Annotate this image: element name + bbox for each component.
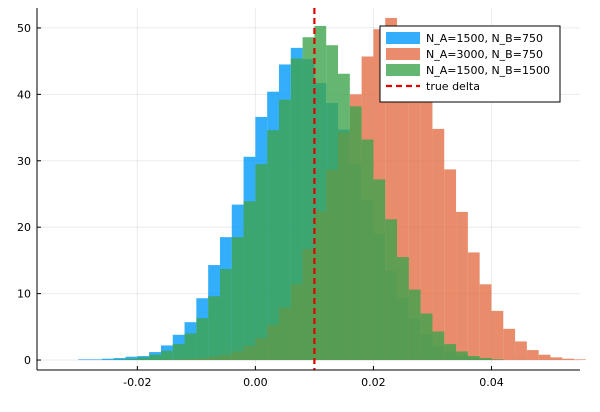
- x-tick-label: 0.04: [479, 376, 504, 389]
- histogram-bar: [444, 169, 457, 361]
- y-tick-label: 50: [17, 22, 31, 35]
- y-tick-label: 20: [17, 221, 31, 234]
- histogram-bar: [267, 130, 279, 361]
- legend-swatch: [386, 64, 420, 76]
- histogram-bar: [538, 354, 551, 361]
- histogram-bar: [184, 333, 197, 361]
- histogram-bar: [373, 179, 386, 361]
- histogram-bar: [208, 296, 220, 361]
- histogram-bar: [196, 318, 209, 361]
- histogram-bar: [290, 58, 303, 361]
- axes: [36, 8, 580, 371]
- histogram-bar: [467, 252, 480, 361]
- histogram-bar: [408, 59, 421, 361]
- histogram-bar: [231, 237, 244, 361]
- histogram-bar: [361, 139, 374, 361]
- legend-swatch: [386, 32, 420, 44]
- histogram-bar: [574, 359, 586, 361]
- histogram-bar: [397, 36, 409, 361]
- histogram-bar: [444, 344, 457, 361]
- histogram-bar: [397, 257, 409, 361]
- histogram-bar: [467, 356, 480, 361]
- histogram-bar: [113, 358, 126, 361]
- legend-label: true delta: [426, 80, 480, 93]
- histogram-bar: [562, 358, 575, 361]
- histogram-bar: [137, 357, 150, 361]
- histogram-bar: [101, 358, 114, 361]
- histogram-bar: [432, 128, 445, 361]
- y-tick-label: 0: [24, 354, 31, 367]
- histogram-bar: [219, 269, 232, 361]
- histogram-bar: [408, 289, 421, 361]
- histogram-bar: [255, 164, 268, 361]
- histogram-bar: [326, 45, 339, 361]
- histogram-bar: [172, 344, 185, 361]
- histogram-bar: [503, 328, 516, 361]
- histogram-bar: [243, 201, 256, 361]
- histogram-bar: [515, 341, 527, 361]
- x-tick-label: -0.02: [123, 376, 151, 389]
- histogram-bar: [113, 359, 126, 361]
- histogram-bar: [314, 25, 327, 361]
- histogram-bar: [349, 106, 362, 361]
- histogram-bar: [302, 37, 315, 361]
- histogram-bar: [278, 99, 291, 361]
- histogram-bar: [550, 357, 563, 361]
- y-tick-label: 10: [17, 288, 31, 301]
- histogram-bar: [456, 211, 468, 361]
- histogram-bar: [160, 350, 173, 361]
- legend-entry: N_A=3000, N_B=750: [386, 48, 543, 61]
- histogram-bars: [78, 17, 586, 361]
- histogram-bar: [479, 358, 492, 361]
- y-tick-label: 40: [17, 88, 31, 101]
- x-tick-label: 0.00: [243, 376, 268, 389]
- legend-entry: true delta: [386, 80, 480, 93]
- legend-entry: N_A=1500, N_B=1500: [386, 64, 550, 77]
- series-3-bars: [113, 25, 504, 361]
- histogram-bar: [90, 359, 102, 361]
- tick-labels: -0.02 0.00 0.02 0.04 0 10 20 30 40 50: [17, 22, 504, 389]
- legend-label: N_A=1500, N_B=750: [426, 32, 543, 45]
- histogram-bar: [420, 91, 433, 361]
- histogram-bar: [491, 310, 504, 361]
- y-tick-label: 30: [17, 155, 31, 168]
- histogram-bar: [491, 359, 504, 361]
- histogram-bar: [385, 219, 398, 361]
- histogram-bar: [338, 73, 350, 361]
- histogram-bar: [125, 356, 138, 361]
- histogram-bar: [385, 17, 398, 361]
- histogram-bar: [526, 350, 539, 361]
- legend: N_A=1500, N_B=750 N_A=3000, N_B=750 N_A=15…: [379, 25, 561, 103]
- histogram-bar: [78, 359, 91, 361]
- histogram-bar: [125, 358, 138, 361]
- legend-label: N_A=1500, N_B=1500: [426, 64, 550, 77]
- histogram-bar: [432, 331, 445, 361]
- histogram-bar: [479, 284, 492, 361]
- legend-swatch: [386, 48, 420, 60]
- x-tick-label: 0.02: [361, 376, 386, 389]
- legend-label: N_A=3000, N_B=750: [426, 48, 543, 61]
- histogram-bar: [420, 313, 433, 361]
- histogram-bar: [456, 351, 468, 361]
- legend-entry: N_A=1500, N_B=750: [386, 32, 543, 45]
- histogram-bar: [149, 354, 161, 361]
